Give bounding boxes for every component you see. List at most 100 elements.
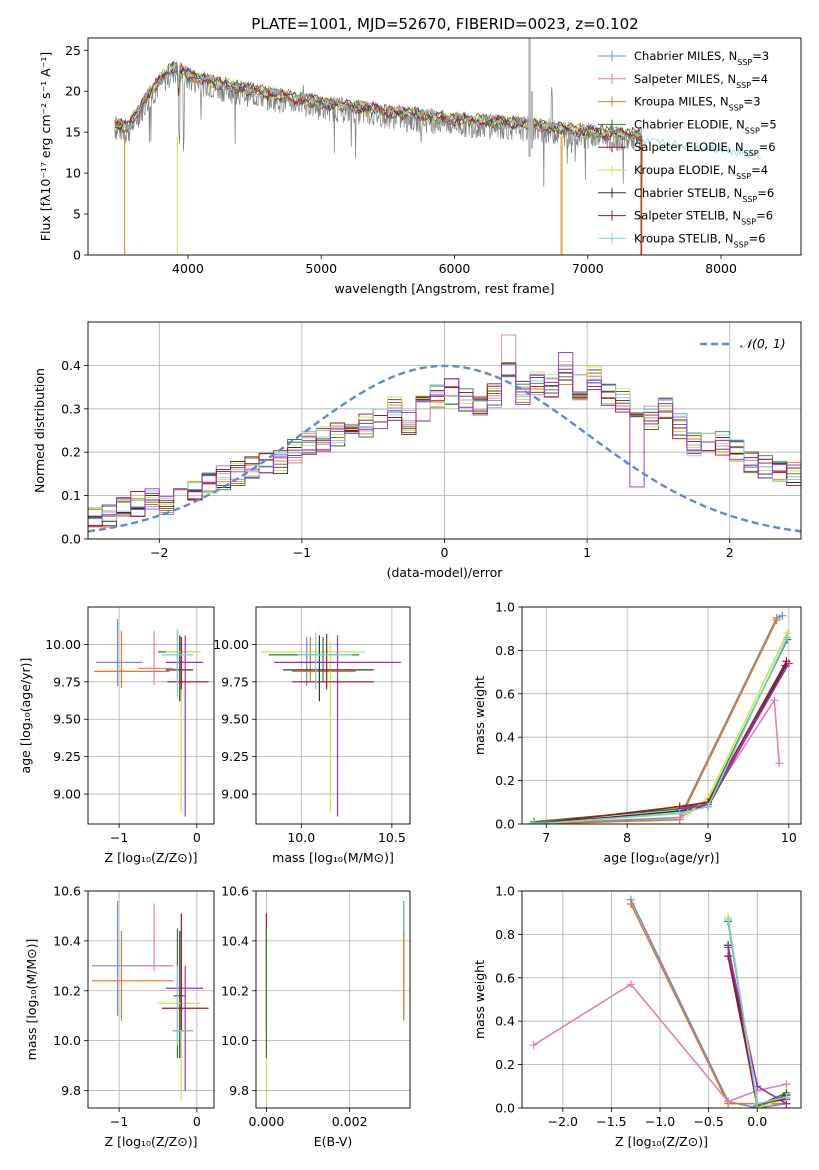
legend-label-7: Salpeter STELIB, NSSP=6 xyxy=(634,209,773,227)
weight-series-4 xyxy=(534,665,787,824)
weight-series-0 xyxy=(534,614,783,824)
weight-marker-2-4 xyxy=(782,1080,791,1089)
x-tick-label-1: −1 xyxy=(293,545,311,560)
histogram-series-7 xyxy=(88,363,801,539)
y-tick-label-1: 0.2 xyxy=(495,773,515,788)
legend-model-name: Kroupa ELODIE xyxy=(634,163,720,177)
legend-nssp: 4 xyxy=(761,72,768,86)
histogram-series-9 xyxy=(88,351,801,539)
legend-label-5: Kroupa ELODIE, NSSP=4 xyxy=(634,163,768,181)
x-tick-label-1: 0 xyxy=(193,830,201,845)
y-tick-label-4: 10.00 xyxy=(45,637,81,652)
normal-curve xyxy=(88,364,801,533)
x-tick-label-0: 7 xyxy=(542,830,550,845)
axes-frame xyxy=(521,890,802,1109)
legend-label-6: Chabrier STELIB, NSSP=6 xyxy=(634,186,774,204)
legend-model-name: Kroupa MILES xyxy=(634,95,713,109)
weight-marker-2-2 xyxy=(770,696,779,705)
y-tick-label-0: 0 xyxy=(73,248,81,263)
axes-frame xyxy=(87,890,215,1109)
x-tick-label-0: −1 xyxy=(110,1114,128,1129)
model-line-8 xyxy=(114,60,762,160)
legend-nssp: 6 xyxy=(768,140,775,154)
y-axis-label: mass weight xyxy=(472,960,487,1039)
y-tick-label-0: 9.8 xyxy=(61,1083,81,1098)
axes-frame xyxy=(521,606,802,825)
y-axis-label: Flux [fλ10⁻¹⁷ erg cm⁻² s⁻¹ A⁻¹] xyxy=(38,52,53,241)
weight-marker-0-3 xyxy=(778,611,787,620)
legend-model-name: Chabrier MILES xyxy=(634,49,721,63)
weight-marker-1-2 xyxy=(772,616,781,625)
weight-marker-1-0 xyxy=(626,900,635,909)
weight-marker-2-0 xyxy=(529,1041,538,1050)
y-tick-label-3: 0.6 xyxy=(495,970,515,985)
legend-nssp: 6 xyxy=(758,231,765,245)
axes-frame xyxy=(87,606,215,825)
legend-label-4: Salpeter ELODIE, NSSP=6 xyxy=(634,140,776,158)
y-tick-label-1: 10.0 xyxy=(53,1033,81,1048)
x-tick-label-1: 10.5 xyxy=(378,830,406,845)
x-tick-label-3: 1 xyxy=(583,545,591,560)
x-tick-label-0: −1 xyxy=(110,830,128,845)
y-tick-label-4: 20 xyxy=(65,84,81,99)
x-axis-label: E(B-V) xyxy=(314,1134,353,1149)
plot-area-residuals xyxy=(88,334,801,539)
x-tick-label-0: 10.0 xyxy=(287,830,315,845)
y-tick-label-3: 9.75 xyxy=(53,674,81,689)
x-tick-label-4: 2 xyxy=(726,545,734,560)
x-tick-label-1: 0.002 xyxy=(332,1114,368,1129)
axes-mass_vs_Z: −1 0 9.8 10.0 10.2 10.4 10.6 Z [log₁₀(Z/Z⊙)] mas… xyxy=(24,884,215,1149)
y-tick-label-0: 0.0 xyxy=(61,532,81,547)
plot-area-weight_vs_Z xyxy=(529,895,791,1108)
weight-marker-8-2 xyxy=(782,1093,791,1102)
histogram-series-3 xyxy=(88,362,801,539)
histogram-series-1 xyxy=(88,334,801,539)
weight-marker-8-1 xyxy=(675,809,684,818)
legend-model-name: Salpeter ELODIE xyxy=(634,140,728,154)
axes-mass_vs_EBV: 0.000 0.002 9.8 10.0 10.2 10.4 10.6 E(B-V) xyxy=(221,884,411,1149)
y-tick-label-1: 10.0 xyxy=(221,1033,249,1048)
plot-area-mass_vs_Z xyxy=(91,900,209,1101)
axes-spectrum: 4000 5000 6000 7000 8000 0 5 10 15 20 25 wavelength… xyxy=(38,37,802,296)
y-tick-label-1: 9.25 xyxy=(221,749,249,764)
y-axis-label: mass weight xyxy=(472,676,487,755)
weight-marker-8-0 xyxy=(724,915,733,924)
spectrum-legend: Chabrier MILES, NSSP=3 Salpeter MILES, NS… xyxy=(598,49,777,249)
plot-area-spectrum xyxy=(114,38,762,255)
y-tick-label-0: 0.0 xyxy=(495,817,515,832)
legend-model-name: Kroupa STELIB xyxy=(634,231,718,245)
legend-label-1: Salpeter MILES, NSSP=4 xyxy=(634,72,768,90)
y-axis-label: Normed distribution xyxy=(32,368,47,493)
axes-weight_vs_age: 7 8 9 10 0.0 0.2 0.4 0.6 0.8 1.0 age [log₁₀(age/yr… xyxy=(472,600,802,865)
legend-label-8: Kroupa STELIB, NSSP=6 xyxy=(634,231,766,249)
legend-label-2: Kroupa MILES, NSSP=3 xyxy=(634,95,761,113)
y-tick-label-1: 5 xyxy=(73,207,81,222)
x-axis-label: mass [log₁₀(M/M⊙)] xyxy=(272,850,394,865)
weight-marker-8-3 xyxy=(783,633,792,642)
y-tick-label-4: 0.8 xyxy=(495,643,515,658)
y-tick-label-2: 0.4 xyxy=(495,730,515,745)
x-axis-label: (data-model)/error xyxy=(387,565,504,580)
x-tick-label-1: −1.5 xyxy=(596,1114,626,1129)
y-tick-label-4: 0.4 xyxy=(61,358,81,373)
x-tick-label-4: 8000 xyxy=(705,261,737,276)
x-tick-label-2: −1.0 xyxy=(645,1114,675,1129)
x-axis-label: Z [log₁₀(Z/Z⊙)] xyxy=(615,1134,708,1149)
histogram-series-2 xyxy=(88,374,801,539)
y-tick-label-2: 10 xyxy=(65,166,81,181)
weight-marker-8-2 xyxy=(704,802,712,811)
weight-series-0 xyxy=(630,899,787,1108)
legend-model-name: Chabrier ELODIE xyxy=(634,117,729,131)
histogram-series-6 xyxy=(88,375,801,539)
y-tick-label-3: 0.6 xyxy=(495,686,515,701)
axes-frame xyxy=(255,890,411,1109)
legend-model-name: Chabrier STELIB xyxy=(634,186,726,200)
x-tick-label-1: 5000 xyxy=(305,261,337,276)
x-tick-label-2: 6000 xyxy=(439,261,471,276)
y-tick-label-3: 9.75 xyxy=(221,674,249,689)
axes-age_vs_mass: 10.0 10.5 9.00 9.25 9.50 9.75 10.00 mass [log₁₀… xyxy=(213,606,411,865)
y-axis-label: mass [log₁₀(M/M⊙)] xyxy=(24,939,39,1061)
x-tick-label-4: 0.0 xyxy=(747,1114,767,1129)
